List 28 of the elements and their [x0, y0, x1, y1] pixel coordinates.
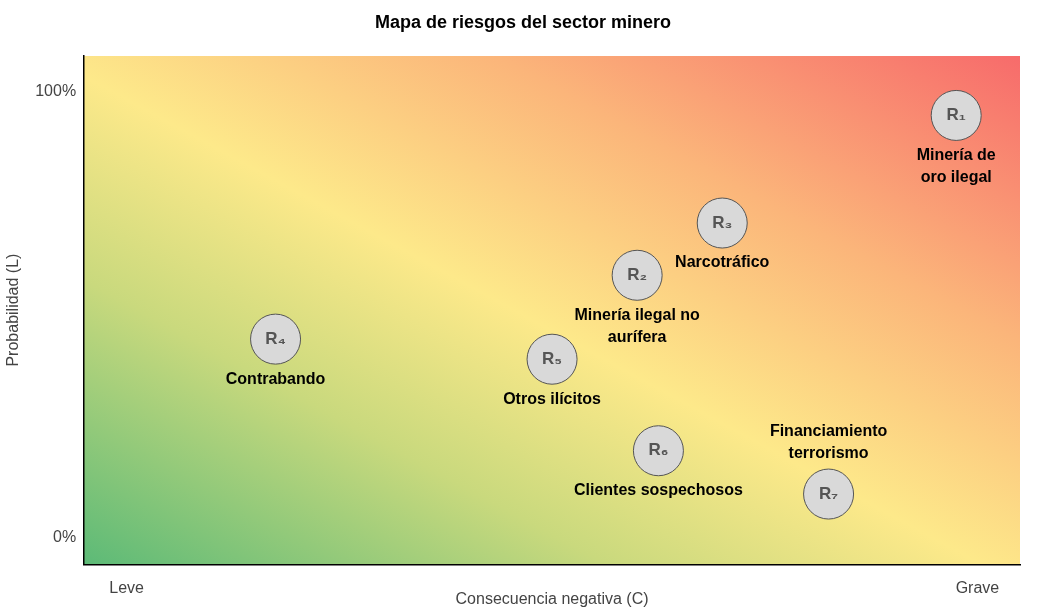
point [250, 313, 302, 365]
annotation: R₅ [542, 348, 563, 368]
point [696, 197, 748, 249]
y-tick-label: 0% [53, 528, 77, 546]
point [632, 425, 684, 477]
y-axis-title: Probabilidad (L) [4, 253, 22, 367]
chart-title: Mapa de riesgos del sector minero [374, 11, 672, 32]
annotation: Minería de oro ilegal [916, 145, 996, 185]
annotation: R₁ [946, 105, 966, 125]
annotation: R₃ [712, 212, 733, 232]
x-tick-label: Grave [955, 578, 1000, 596]
annotation: R₄ [265, 328, 286, 348]
x-tick-label: Leve [109, 578, 145, 596]
x-axis-title: Consecuencia negativa (C) [455, 589, 649, 607]
annotation: Contrabando [225, 369, 326, 387]
annotation: R₆ [648, 440, 669, 460]
annotation: Otros ilícitos [503, 389, 602, 407]
point [526, 333, 578, 385]
annotation: R₂ [627, 264, 648, 284]
annotation: Narcotráfico [675, 253, 770, 271]
point [930, 89, 982, 141]
y-tick-label: 100% [35, 81, 77, 99]
annotation: Clientes sospechosos [573, 481, 743, 499]
annotation: Financiamiento terrorismo [769, 422, 888, 462]
annotation: Minería ilegal no aurífera [574, 305, 701, 345]
annotation: R₇ [819, 483, 839, 503]
point [611, 249, 663, 301]
point [803, 468, 855, 520]
